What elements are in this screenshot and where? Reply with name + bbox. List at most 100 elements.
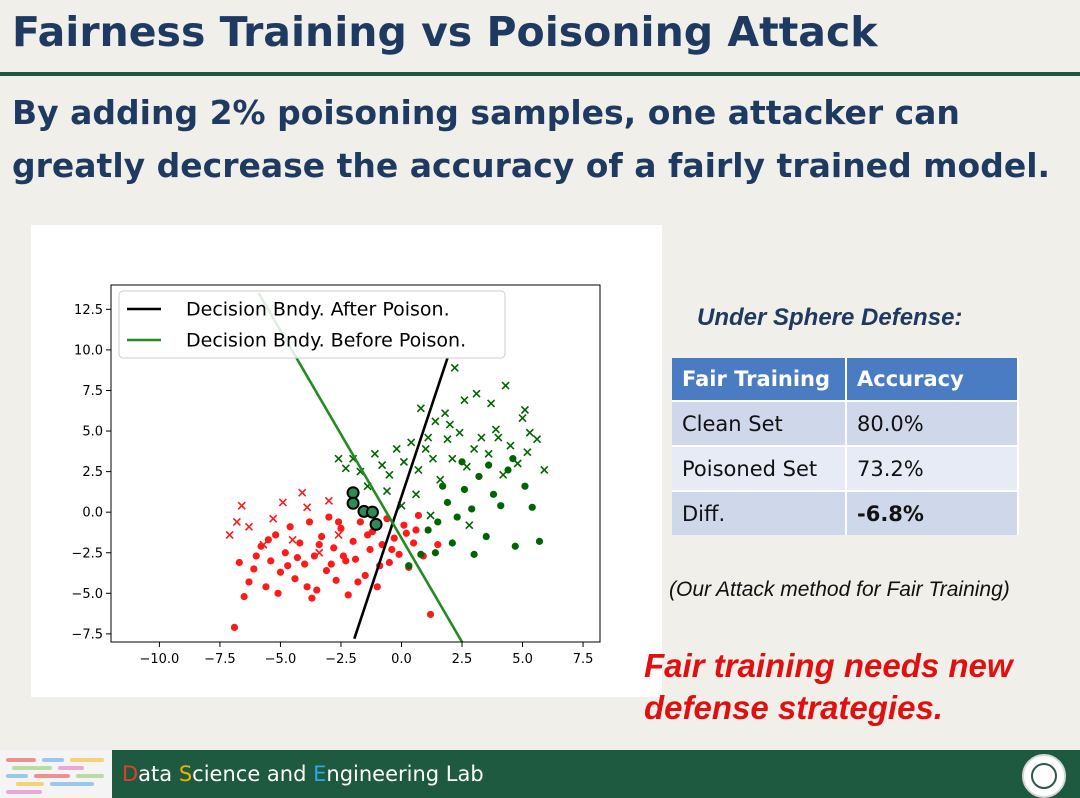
poison-point (346, 486, 360, 500)
defense-heading: Under Sphere Defense: (697, 304, 963, 331)
green-x-point (436, 475, 445, 484)
red-x-point (237, 501, 246, 510)
green-x-point (416, 404, 425, 413)
red-dot-point (402, 529, 410, 537)
green-x-point (486, 399, 496, 408)
y-tick-label: −5.0 (71, 587, 103, 602)
red-x-point (298, 488, 307, 497)
green-x-point (465, 521, 474, 530)
green-x-point-stroke (484, 449, 493, 458)
green-x-point (450, 363, 459, 372)
red-dot-point (262, 583, 270, 591)
green-dot-point (448, 539, 456, 547)
x-tick-label: −5.0 (265, 652, 297, 667)
lab-text: ngineering Lab (326, 762, 484, 786)
red-dot-point (414, 511, 423, 520)
green-x-point-stroke (407, 438, 416, 447)
red-x-point-stroke (334, 530, 343, 539)
green-x-point-stroke (501, 381, 510, 390)
green-x-point (431, 417, 440, 426)
red-dot-point (313, 586, 321, 594)
attack-method-note: (Our Attack method for Fair Training) (669, 578, 1010, 601)
university-seal-icon (1022, 754, 1066, 798)
green-x-point-stroke (416, 404, 425, 413)
green-x-point-stroke (472, 389, 481, 398)
green-x-point (407, 438, 416, 447)
green-x-point-stroke (334, 454, 343, 463)
red-x-point-stroke (315, 548, 324, 557)
title-divider (0, 72, 1080, 76)
green-x-point-stroke (523, 448, 532, 457)
green-x-point (491, 425, 500, 434)
red-dot-point (356, 518, 364, 526)
red-dot-point (412, 526, 420, 534)
table-cell: Poisoned Set (672, 445, 847, 491)
red-dot-point (325, 513, 333, 521)
chart-svg: −10.0 −7.5 −5.0 −2.5 0.0 2.5 5.0 7.5 −7.5 −5.0 −2.… (71, 284, 601, 667)
green-x-point (462, 462, 471, 471)
green-x-point (477, 433, 486, 442)
lab-text: ata (138, 762, 179, 786)
green-dot-point (535, 537, 544, 545)
red-dot-point (305, 518, 314, 526)
x-tick-label: 2.5 (452, 652, 473, 667)
green-dot-point (443, 498, 452, 507)
plot-frame (110, 284, 601, 643)
red-x-point (315, 548, 324, 557)
red-dot-point (339, 552, 347, 560)
red-dot-point (322, 567, 331, 575)
red-dot-point (293, 554, 302, 562)
green-dot-point (475, 472, 483, 481)
green-x-point-stroke (494, 433, 503, 442)
green-x-point-stroke (532, 435, 542, 444)
green-dot-point (511, 542, 519, 550)
scatter-plot: −10.0 −7.5 −5.0 −2.5 0.0 2.5 5.0 7.5 −7.5 −5.0 −2.… (31, 225, 662, 697)
green-x-point-stroke (431, 417, 440, 426)
red-x-point-stroke (259, 540, 268, 549)
y-tick-label: 0.0 (82, 506, 103, 521)
slide-title: Fairness Training vs Poisoning Attack (12, 8, 878, 56)
red-dot-point (349, 537, 357, 545)
red-dot-point (267, 557, 275, 565)
data-points (225, 292, 549, 642)
red-x-point (232, 517, 241, 526)
green-x-point (513, 459, 522, 468)
green-x-point-stroke (441, 409, 450, 418)
conclusion-text: Fair training needs new defense strategi… (644, 647, 1013, 726)
red-dot-point (366, 545, 374, 554)
red-dot-point (327, 560, 335, 568)
lab-name: Data Science and Engineering Lab (122, 762, 484, 786)
green-x-point-stroke (460, 396, 469, 405)
lab-letter-e: E (313, 762, 327, 786)
green-x-point (334, 454, 343, 463)
red-dot-point (245, 578, 253, 586)
green-x-point-stroke (465, 521, 474, 530)
red-x-point-stroke (232, 517, 241, 526)
red-dot-point (252, 552, 260, 560)
green-x-point (472, 389, 481, 398)
red-dot-point (330, 544, 338, 552)
red-x-point (259, 540, 268, 549)
green-x-point (494, 433, 503, 442)
green-x-point-stroke (520, 405, 530, 415)
red-dot-point (390, 534, 398, 542)
green-x-point-stroke (426, 511, 435, 520)
table-header-cell: Fair Training (672, 358, 847, 401)
poison-point (369, 517, 383, 531)
y-tick-label: −7.5 (71, 627, 103, 642)
green-dot-point (521, 482, 529, 490)
y-tick-label: 5.0 (82, 425, 103, 440)
red-dot-point (364, 531, 372, 539)
red-x-point (324, 496, 333, 505)
green-x-point-stroke (506, 441, 515, 450)
green-dot-point (460, 485, 469, 494)
green-x-point (421, 444, 430, 453)
green-dot-point (431, 549, 439, 557)
green-x-point (460, 396, 469, 405)
green-x-point (414, 465, 423, 475)
green-dot-point (434, 518, 442, 526)
red-dot-point (286, 523, 294, 531)
green-x-point-stroke (378, 461, 387, 470)
red-dot-point (361, 571, 369, 580)
table-row: Clean Set 80.0% (672, 400, 1019, 446)
